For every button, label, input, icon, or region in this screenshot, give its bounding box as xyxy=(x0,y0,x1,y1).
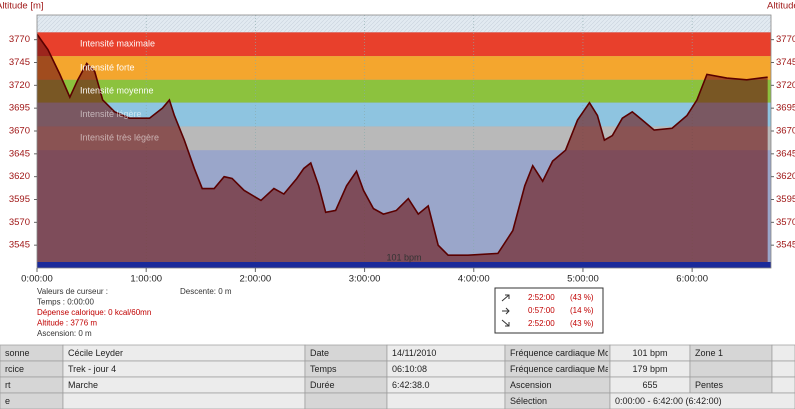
table-text: 179 bpm xyxy=(632,364,667,374)
cursor-line: Dépense calorique: 0 kcal/60mn xyxy=(37,308,151,317)
table-text: 101 bpm xyxy=(632,348,667,358)
cursor-descent: Descente: 0 m xyxy=(180,287,232,296)
table-cell xyxy=(304,392,388,409)
y-tick-label: 3570 xyxy=(9,217,30,228)
x-tick-label: 6:00:00 xyxy=(676,274,708,285)
table-text: sonne xyxy=(5,348,30,358)
plot-frame xyxy=(36,14,772,269)
zone-band xyxy=(37,32,771,57)
zone-label: Intensité forte xyxy=(80,62,135,72)
y-tick-label: 3670 xyxy=(9,126,30,137)
plot-area: Intensité maximale Intensité forte Intensi… xyxy=(37,15,771,268)
table-text: 0:00:00 - 6:42:00 (6:42:00) xyxy=(615,396,722,406)
zone-band xyxy=(37,79,771,103)
zone-label: Intensité légère xyxy=(80,109,142,119)
x-tick-label: 3:00:00 xyxy=(349,274,381,285)
zone-label: Intensité moyenne xyxy=(80,86,154,96)
x-tick-label: 4:00:00 xyxy=(458,274,490,285)
table-text: Trek - jour 4 xyxy=(68,364,116,374)
slope-share: (43 %) xyxy=(570,319,594,328)
x-tick-label: 2:00:00 xyxy=(240,274,272,285)
y-tick-label: 3720 xyxy=(9,80,30,91)
table-text: Durée xyxy=(310,380,335,390)
y2-tick-label: 3745 xyxy=(776,57,795,68)
table-text: rt xyxy=(5,380,11,390)
slope-time: 2:52:00 xyxy=(528,319,555,328)
table-text: Fréquence cardiaque Mo xyxy=(510,348,610,358)
table-text: Zone 1 xyxy=(695,348,723,358)
cursor-line: Ascension: 0 m xyxy=(37,329,92,338)
plot: Intensité maximale Intensité forte Intensi… xyxy=(9,14,795,285)
table-text: Fréquence cardiaque Ma xyxy=(510,364,610,374)
y-tick-label: 3695 xyxy=(9,103,30,114)
table-cell xyxy=(386,392,506,409)
table-text: 655 xyxy=(642,380,657,390)
table-text: Sélection xyxy=(510,396,547,406)
table-text: rcice xyxy=(5,364,24,374)
upper-background xyxy=(37,15,771,33)
cursor-line: Temps : 0:00:00 xyxy=(37,298,94,307)
table-text: 14/11/2010 xyxy=(392,348,436,358)
info-table: sonne Cécile Leyder Date 14/11/2010 Fréquenc… xyxy=(0,344,795,409)
cursor-info: Valeurs de curseur : Descente: 0 m Temps :… xyxy=(37,287,232,338)
profile-line xyxy=(37,33,768,257)
y2-tick-label: 3720 xyxy=(776,80,795,91)
zone-band xyxy=(37,56,771,80)
y-tick-label: 3645 xyxy=(9,148,30,159)
y2-tick-label: 3545 xyxy=(776,240,795,251)
y-axis-title: Altitude [m] xyxy=(0,1,44,12)
x-tick-label: 1:00:00 xyxy=(130,274,162,285)
table-text: Temps xyxy=(310,364,337,374)
y2-tick-label: 3695 xyxy=(776,103,795,114)
table-text: Date xyxy=(310,348,329,358)
y2-tick-label: 3570 xyxy=(776,217,795,228)
y2-axis-title: Altitude xyxy=(767,1,795,12)
cursor-line: Altitude : 3776 m xyxy=(37,319,97,328)
y-tick-label: 3770 xyxy=(9,34,30,45)
y2-tick-label: 3645 xyxy=(776,148,795,159)
table-cell xyxy=(62,392,306,409)
slope-time: 0:57:00 xyxy=(528,306,555,315)
table-text: Ascension xyxy=(510,380,552,390)
table-cell xyxy=(62,376,306,394)
table-cell xyxy=(609,392,795,409)
slope-time: 2:52:00 xyxy=(528,293,555,302)
y-tick-label: 3545 xyxy=(9,240,30,251)
x-tick-label: 0:00:00 xyxy=(21,274,53,285)
table-text: Marche xyxy=(68,380,98,390)
y-tick-label: 3745 xyxy=(9,57,30,68)
zone-label: Intensité maximale xyxy=(80,39,155,49)
y-tick-label: 3595 xyxy=(9,194,30,205)
y2-tick-label: 3620 xyxy=(776,171,795,182)
slope-box xyxy=(494,287,604,334)
slope-share: (43 %) xyxy=(570,293,594,302)
cursor-title: Valeurs de curseur : xyxy=(37,287,108,296)
table-text: 06:10:08 xyxy=(392,364,427,374)
y2-tick-label: 3595 xyxy=(776,194,795,205)
table-cell xyxy=(771,376,795,394)
table-text: Pentes xyxy=(695,380,724,390)
y-tick-label: 3620 xyxy=(9,171,30,182)
annotation: 101 bpm xyxy=(386,252,421,262)
table-cell xyxy=(771,360,795,378)
table-text: Cécile Leyder xyxy=(68,348,123,358)
profile-area xyxy=(37,34,768,268)
table-cell xyxy=(689,360,773,378)
table-text: 6:42:38.0 xyxy=(392,380,430,390)
heart-rate-bar xyxy=(37,262,771,268)
table-cell xyxy=(771,344,795,362)
y2-tick-label: 3770 xyxy=(776,34,795,45)
slope-share: (14 %) xyxy=(570,306,594,315)
y2-tick-label: 3670 xyxy=(776,126,795,137)
slope-icons xyxy=(501,294,510,327)
zone-label: Intensité très légère xyxy=(80,133,159,143)
x-tick-label: 5:00:00 xyxy=(567,274,599,285)
table-text: e xyxy=(5,396,10,406)
